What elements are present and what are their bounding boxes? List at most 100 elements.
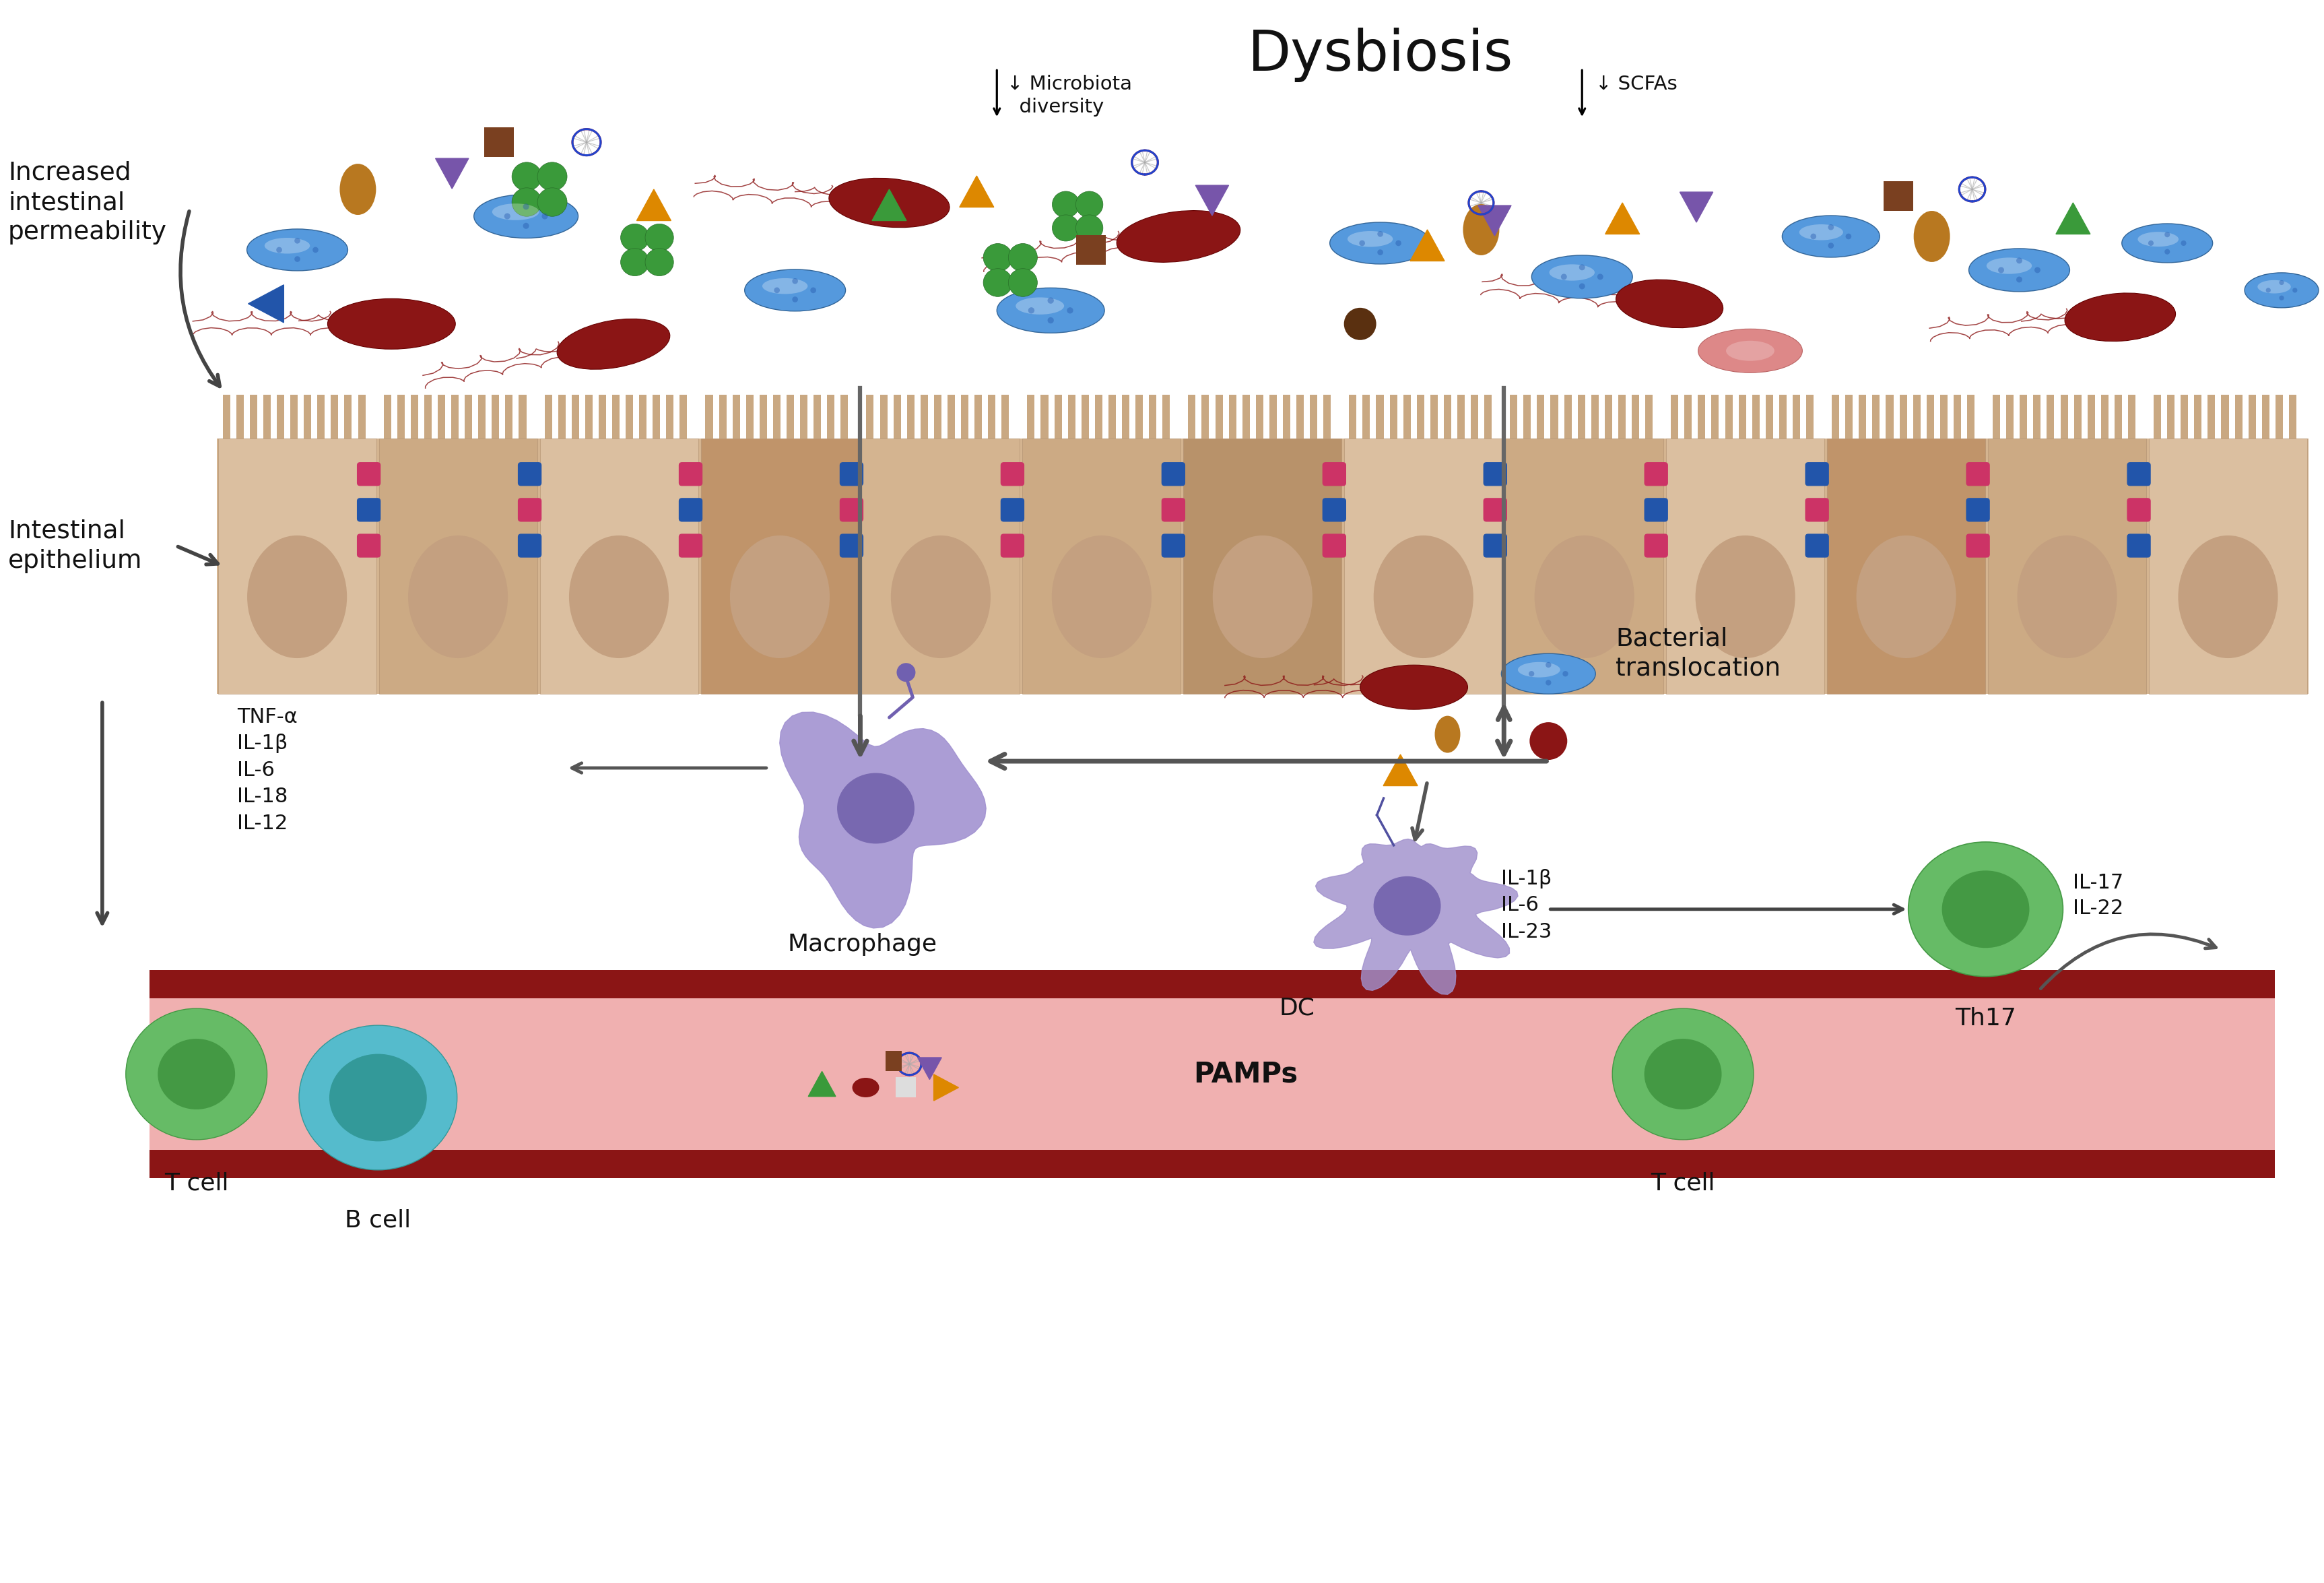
- Ellipse shape: [1016, 298, 1064, 315]
- Bar: [1752, 394, 1759, 438]
- Bar: [1457, 394, 1464, 438]
- Ellipse shape: [1968, 249, 2071, 291]
- FancyBboxPatch shape: [358, 462, 381, 486]
- Bar: [1685, 394, 1692, 438]
- Ellipse shape: [1076, 215, 1104, 241]
- Text: DC: DC: [1281, 997, 1315, 1019]
- Bar: [1941, 394, 1948, 438]
- Bar: [1724, 394, 1731, 438]
- Circle shape: [523, 223, 530, 230]
- FancyBboxPatch shape: [1002, 462, 1025, 486]
- Text: T cell: T cell: [1650, 1171, 1715, 1195]
- Text: Bacterial
translocation: Bacterial translocation: [1615, 627, 1780, 681]
- Circle shape: [1597, 274, 1604, 280]
- FancyBboxPatch shape: [1483, 462, 1506, 486]
- Bar: [1564, 394, 1571, 438]
- Ellipse shape: [1799, 225, 1843, 241]
- FancyBboxPatch shape: [1966, 462, 1989, 486]
- Ellipse shape: [265, 237, 309, 253]
- Ellipse shape: [1373, 535, 1473, 659]
- FancyBboxPatch shape: [1162, 499, 1185, 521]
- Bar: [1081, 394, 1088, 438]
- Circle shape: [811, 288, 816, 293]
- Ellipse shape: [997, 288, 1104, 332]
- Bar: [304, 394, 311, 438]
- Bar: [1831, 394, 1838, 438]
- Bar: [1671, 394, 1678, 438]
- Ellipse shape: [537, 161, 567, 192]
- Text: ↓ SCFAs: ↓ SCFAs: [1597, 74, 1678, 93]
- Ellipse shape: [621, 223, 648, 252]
- Bar: [1362, 394, 1371, 438]
- Bar: [1845, 394, 1852, 438]
- Circle shape: [1027, 307, 1034, 313]
- Ellipse shape: [1348, 231, 1392, 247]
- Bar: [1885, 394, 1894, 438]
- Bar: [544, 394, 551, 438]
- Polygon shape: [809, 1072, 837, 1097]
- Circle shape: [1545, 662, 1550, 668]
- Bar: [1506, 438, 1664, 693]
- Circle shape: [1999, 268, 2003, 274]
- Bar: [1243, 394, 1250, 438]
- Bar: [920, 394, 927, 438]
- Ellipse shape: [1434, 716, 1459, 754]
- Ellipse shape: [1009, 244, 1037, 272]
- FancyBboxPatch shape: [358, 533, 381, 557]
- Bar: [437, 394, 446, 438]
- Text: IL-17
IL-22: IL-17 IL-22: [2073, 874, 2124, 918]
- Circle shape: [1048, 317, 1053, 323]
- Ellipse shape: [1053, 535, 1150, 659]
- FancyBboxPatch shape: [1483, 533, 1506, 557]
- Bar: [344, 394, 351, 438]
- Bar: [934, 394, 941, 438]
- Circle shape: [295, 256, 300, 261]
- Bar: [2275, 394, 2282, 438]
- Bar: [1913, 394, 1920, 438]
- Bar: [681, 394, 688, 438]
- Bar: [1471, 394, 1478, 438]
- Bar: [974, 394, 983, 438]
- Bar: [1631, 394, 1638, 438]
- Bar: [906, 394, 913, 438]
- Bar: [892, 394, 902, 438]
- Bar: [1076, 236, 1106, 264]
- Ellipse shape: [1329, 222, 1432, 264]
- Ellipse shape: [558, 318, 669, 369]
- Bar: [1095, 394, 1102, 438]
- Bar: [358, 394, 365, 438]
- Bar: [223, 394, 230, 438]
- Bar: [216, 438, 2308, 693]
- Bar: [1899, 394, 1908, 438]
- Bar: [827, 394, 834, 438]
- Polygon shape: [1606, 203, 1638, 234]
- Polygon shape: [1195, 185, 1229, 215]
- FancyBboxPatch shape: [1322, 533, 1346, 557]
- Bar: [1148, 394, 1157, 438]
- Ellipse shape: [1213, 535, 1313, 659]
- Bar: [841, 394, 848, 438]
- Bar: [263, 394, 270, 438]
- Bar: [318, 394, 325, 438]
- Circle shape: [504, 214, 511, 220]
- Bar: [760, 394, 767, 438]
- Ellipse shape: [158, 1038, 235, 1110]
- Bar: [1592, 394, 1599, 438]
- Ellipse shape: [2017, 535, 2117, 659]
- Circle shape: [1394, 241, 1401, 245]
- Circle shape: [2280, 280, 2284, 285]
- Polygon shape: [1383, 755, 1418, 785]
- FancyBboxPatch shape: [2126, 462, 2150, 486]
- Bar: [1002, 394, 1009, 438]
- Bar: [1404, 394, 1411, 438]
- Polygon shape: [934, 1075, 957, 1100]
- Bar: [1699, 394, 1706, 438]
- Circle shape: [1829, 225, 1834, 230]
- Bar: [702, 438, 860, 693]
- Bar: [411, 394, 418, 438]
- Circle shape: [792, 279, 797, 283]
- Bar: [1792, 394, 1801, 438]
- Ellipse shape: [300, 1026, 458, 1170]
- Ellipse shape: [1053, 192, 1078, 217]
- Polygon shape: [1411, 230, 1446, 261]
